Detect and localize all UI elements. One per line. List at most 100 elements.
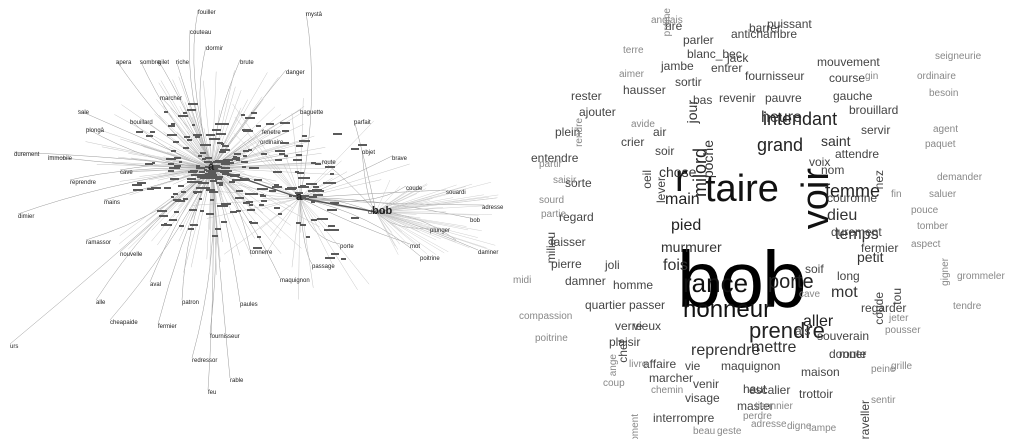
network-edge <box>300 12 312 198</box>
network-node <box>293 159 302 161</box>
network-node-label: urs <box>10 344 18 350</box>
cloud-word: bas <box>693 94 712 106</box>
network-node <box>242 166 246 168</box>
cloud-word: passer <box>629 299 665 311</box>
network-node <box>236 190 243 192</box>
network-node-label: adresse <box>482 205 503 211</box>
network-node-label: coude <box>406 186 422 192</box>
cloud-word: prome <box>663 8 673 36</box>
network-node <box>146 135 153 137</box>
cloud-word: fermier <box>861 242 898 254</box>
network-node <box>295 171 299 173</box>
network-node <box>222 173 228 175</box>
cloud-word: grille <box>891 362 912 372</box>
network-node <box>174 211 179 213</box>
cloud-word: taire <box>705 170 779 208</box>
network-node <box>215 123 218 125</box>
network-node-label: dormir <box>206 46 223 52</box>
network-node <box>260 195 267 197</box>
network-node-label: aval <box>150 282 161 288</box>
cloud-word: aspect <box>911 240 940 250</box>
cloud-word: verre <box>615 320 642 332</box>
network-node <box>261 200 268 202</box>
cloud-word: rester <box>571 90 602 102</box>
cloud-word: route <box>839 348 866 360</box>
network-node-label: mains <box>104 200 120 206</box>
cloud-word: joli <box>605 259 620 271</box>
network-node <box>187 139 192 141</box>
cloud-word: soif <box>805 263 824 275</box>
network-node <box>178 185 184 187</box>
network-node <box>275 159 282 161</box>
network-node <box>209 138 220 140</box>
network-hub-label: a <box>296 192 302 203</box>
network-node-label: poitrine <box>420 256 440 262</box>
network-node <box>306 236 310 238</box>
network-node <box>184 136 191 138</box>
network-node-label: dimier <box>18 214 34 220</box>
network-node <box>250 222 258 224</box>
cloud-word: quartier <box>585 299 626 311</box>
cloud-word: tomber <box>917 222 948 232</box>
cloud-word: fournisseur <box>745 70 804 82</box>
network-node-label: ramassor <box>86 240 111 246</box>
network-node <box>183 198 188 200</box>
network-node <box>269 190 276 192</box>
network-node <box>249 167 259 169</box>
network-node <box>192 124 195 126</box>
network-node-label: mot <box>410 244 420 250</box>
network-node-label: brute <box>240 60 254 66</box>
network-node <box>333 133 342 135</box>
cloud-word: mouvement <box>817 56 880 68</box>
network-node <box>245 193 249 195</box>
cloud-word: dieu <box>827 208 857 224</box>
cloud-word: chemin <box>651 386 683 396</box>
cloud-word: grand <box>757 136 803 154</box>
network-node <box>188 228 193 230</box>
network-node-label: reprendre <box>70 180 96 186</box>
cloud-word: puissant <box>767 18 812 30</box>
network-node <box>279 153 285 155</box>
network-node <box>234 153 241 155</box>
network-node <box>198 182 209 184</box>
network-node <box>230 211 237 213</box>
network-node-label: nouvelle <box>120 252 142 258</box>
network-node <box>152 162 155 164</box>
cloud-word: partie <box>541 210 566 220</box>
cloud-word: tisonnier <box>755 402 793 412</box>
network-node <box>274 184 279 186</box>
network-node <box>233 157 240 159</box>
network-node <box>187 178 196 180</box>
network-node <box>214 167 218 169</box>
cloud-word: milieu <box>545 232 557 263</box>
cloud-word: haut <box>743 383 766 395</box>
cloud-word: sentir <box>871 396 895 406</box>
network-node <box>206 213 214 215</box>
network-node <box>302 135 306 137</box>
network-node <box>254 179 262 181</box>
network-node-label: fournisseur <box>210 334 240 340</box>
network-node <box>300 224 306 226</box>
network-node <box>230 174 240 176</box>
network-node <box>243 155 246 157</box>
network-node <box>202 158 206 160</box>
network-node <box>296 145 303 147</box>
network-node-label: riche <box>176 60 189 66</box>
network-node <box>256 125 261 127</box>
network-node <box>173 141 179 143</box>
network-node <box>212 235 218 237</box>
network-node <box>169 219 177 221</box>
network-node-label: fouiller <box>198 10 216 16</box>
network-node <box>273 171 282 173</box>
network-node <box>197 176 207 178</box>
network-node-label: souardi <box>446 190 466 196</box>
cloud-word: soir <box>655 145 674 157</box>
cloud-word: fin <box>891 190 902 200</box>
network-node <box>215 178 222 180</box>
cloud-word: traveller <box>859 400 871 439</box>
network-node <box>210 180 217 182</box>
cloud-word: partir <box>539 160 562 170</box>
cloud-word: homme <box>613 279 653 291</box>
network-node-label: plunger <box>430 228 450 234</box>
